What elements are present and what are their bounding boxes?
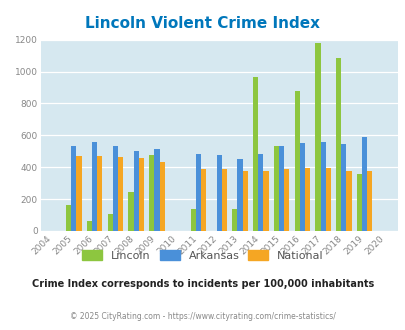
- Bar: [237, 159, 242, 231]
- Bar: [97, 156, 102, 231]
- Bar: [345, 171, 351, 231]
- Bar: [87, 221, 92, 231]
- Bar: [361, 137, 367, 231]
- Text: Crime Index corresponds to incidents per 100,000 inhabitants: Crime Index corresponds to incidents per…: [32, 279, 373, 289]
- Bar: [356, 174, 361, 231]
- Bar: [149, 155, 154, 231]
- Bar: [320, 143, 325, 231]
- Bar: [242, 171, 247, 231]
- Bar: [113, 146, 118, 231]
- Bar: [325, 168, 330, 231]
- Bar: [128, 192, 133, 231]
- Bar: [92, 143, 97, 231]
- Bar: [76, 156, 81, 231]
- Bar: [294, 91, 299, 231]
- Bar: [299, 143, 304, 231]
- Bar: [252, 77, 258, 231]
- Bar: [278, 146, 284, 231]
- Bar: [273, 146, 278, 231]
- Bar: [341, 144, 345, 231]
- Text: Lincoln Violent Crime Index: Lincoln Violent Crime Index: [85, 16, 320, 31]
- Bar: [107, 214, 113, 231]
- Bar: [232, 210, 237, 231]
- Bar: [258, 154, 263, 231]
- Bar: [200, 169, 206, 231]
- Bar: [263, 171, 268, 231]
- Bar: [216, 155, 221, 231]
- Text: © 2025 CityRating.com - https://www.cityrating.com/crime-statistics/: © 2025 CityRating.com - https://www.city…: [70, 312, 335, 321]
- Bar: [133, 151, 139, 231]
- Bar: [195, 154, 200, 231]
- Legend: Lincoln, Arkansas, National: Lincoln, Arkansas, National: [79, 247, 326, 264]
- Bar: [118, 157, 123, 231]
- Bar: [154, 149, 159, 231]
- Bar: [284, 169, 289, 231]
- Bar: [159, 162, 164, 231]
- Bar: [139, 158, 144, 231]
- Bar: [315, 43, 320, 231]
- Bar: [190, 210, 195, 231]
- Bar: [304, 168, 309, 231]
- Bar: [367, 171, 371, 231]
- Bar: [335, 58, 341, 231]
- Bar: [66, 206, 71, 231]
- Bar: [71, 147, 76, 231]
- Bar: [221, 169, 226, 231]
